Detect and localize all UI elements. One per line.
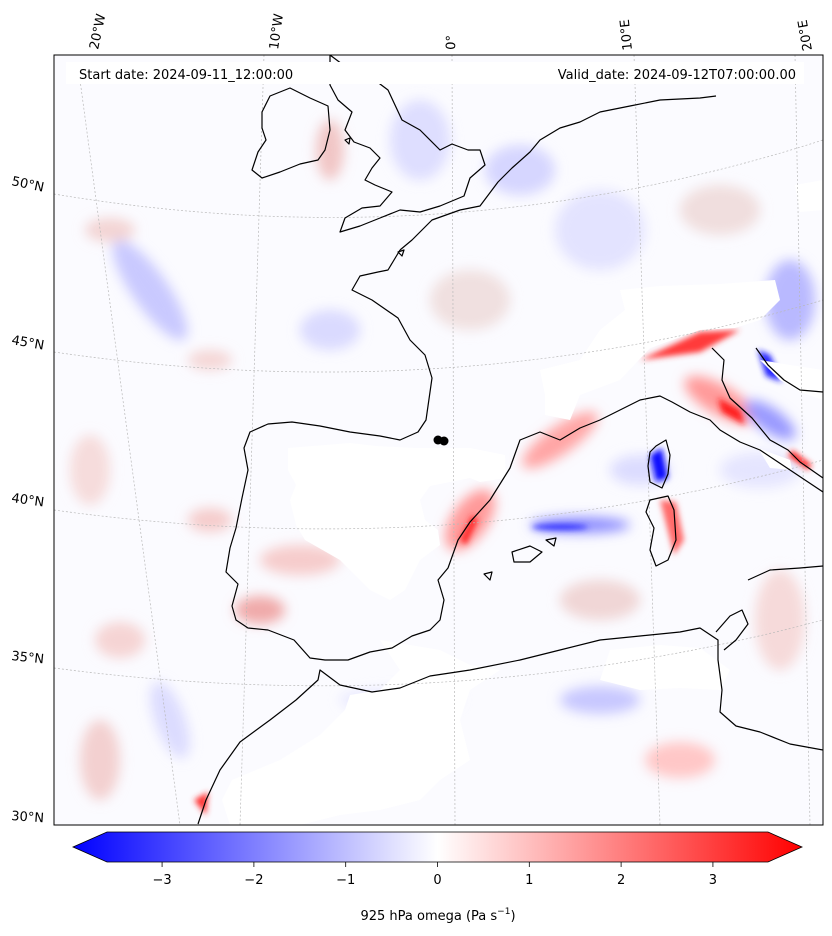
coast-britain (329, 55, 486, 233)
lon-label-20e: 20°E (796, 19, 816, 52)
coast-channel-islands (397, 249, 405, 257)
colorbar-tick-label: 3 (709, 873, 717, 888)
coast-mallorca (511, 545, 543, 563)
coast-tunisia (715, 609, 749, 651)
coast-corsica (647, 439, 671, 489)
valid-date-label: Valid_date: 2024-09-12T07:00:00.00 (558, 68, 796, 83)
coast-menorca (545, 537, 557, 547)
colorbar-ticks: −3 −2 −1 0 1 2 3 (152, 862, 717, 888)
coastlines (197, 55, 823, 825)
coast-isle-of-man (344, 137, 351, 145)
coast-france-west (225, 249, 823, 661)
colorbar-body (72, 831, 803, 863)
coast-sicily (747, 565, 823, 581)
map-panel: Start date: 2024-09-11_12:00:00 Valid_da… (54, 55, 823, 825)
lat-label-40n: 40°N (10, 491, 45, 510)
lon-label-10w: 10°W (267, 13, 287, 51)
colorbar-tick-label: −3 (152, 873, 171, 888)
annotation-strip (66, 62, 804, 84)
colorbar-tick-label: 2 (617, 873, 625, 888)
colorbar: −3 −2 −1 0 1 2 3 925 hPa omega (Pa s−1) (72, 831, 803, 924)
coast-north-europe (399, 95, 717, 251)
coast-italy (711, 347, 823, 479)
map-gridlines (54, 55, 823, 825)
lat-label-30n: 30°N (11, 809, 45, 826)
latitude-labels: 50°N 45°N 40°N 35°N 30°N (10, 174, 45, 826)
lat-label-35n: 35°N (11, 649, 45, 667)
colorbar-tick-label: 0 (433, 873, 441, 888)
colorbar-tick-label: −2 (244, 873, 263, 888)
longitude-labels: 20°W 10°W 0° 10°E 20°E (87, 12, 816, 51)
colorbar-tick-label: 1 (525, 873, 533, 888)
start-date-label: Start date: 2024-09-11_12:00:00 (79, 68, 293, 83)
coast-sardinia (645, 495, 677, 567)
lon-label-20w: 20°W (87, 12, 109, 50)
map-frame (53, 54, 824, 826)
missing-data-mask (222, 180, 823, 825)
lat-label-45n: 45°N (10, 333, 45, 353)
lat-label-50n: 50°N (10, 174, 45, 195)
colorbar-title: 925 hPa omega (Pa s−1) (360, 907, 515, 924)
colorbar-tick-label: −1 (336, 873, 355, 888)
coast-italy-east (755, 347, 823, 393)
lon-label-10e: 10°E (618, 18, 636, 51)
location-markers (433, 435, 449, 446)
coast-ireland (251, 87, 331, 179)
coast-north-africa (197, 627, 823, 825)
coast-ibiza (483, 571, 493, 581)
lon-label-0: 0° (444, 35, 460, 50)
